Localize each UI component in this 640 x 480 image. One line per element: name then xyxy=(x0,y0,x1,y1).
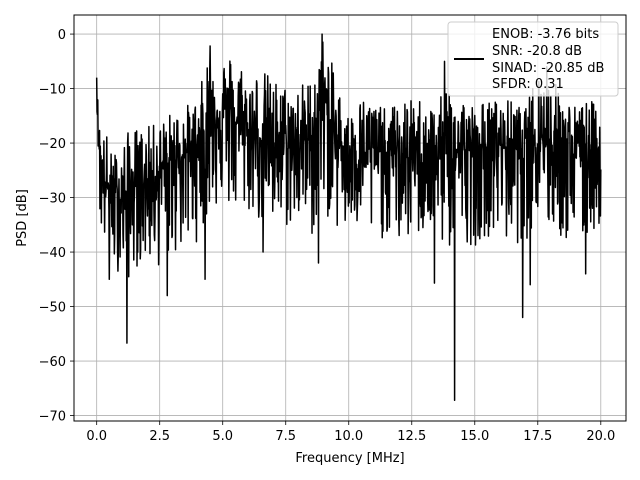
legend-line-snr: SNR: -20.8 dB xyxy=(492,44,582,59)
x-tick-label: 12.5 xyxy=(397,429,426,444)
y-axis-label: PSD [dB] xyxy=(15,189,30,247)
legend-line-sinad: SINAD: -20.85 dB xyxy=(492,61,604,76)
x-tick-label: 17.5 xyxy=(523,429,552,444)
x-tick-label: 7.5 xyxy=(275,429,296,444)
legend-line-sfdr: SFDR: 0.31 xyxy=(492,77,564,92)
legend-line-enob: ENOB: -3.76 bits xyxy=(492,27,599,42)
y-tick-label: 0 xyxy=(58,28,66,43)
x-tick-label: 20.0 xyxy=(586,429,615,444)
x-tick-label: 5.0 xyxy=(212,429,233,444)
y-tick-label: −40 xyxy=(39,246,66,261)
y-axis: 0 −10 −20 −30 −40 −50 −60 −70 xyxy=(39,28,74,425)
plot-frame xyxy=(73,14,627,422)
x-tick-label: 10.0 xyxy=(334,429,363,444)
y-tick-label: −10 xyxy=(39,83,66,98)
x-axis: 0.0 2.5 5.0 7.5 10.0 12.5 15.0 17.5 20.0 xyxy=(86,421,615,444)
y-tick-label: −30 xyxy=(39,192,66,207)
legend: ENOB: -3.76 bits SNR: -20.8 dB SINAD: -2… xyxy=(447,21,619,97)
y-tick-label: −60 xyxy=(39,355,66,370)
y-tick-label: −20 xyxy=(39,137,66,152)
x-tick-label: 15.0 xyxy=(460,429,489,444)
psd-line xyxy=(95,33,602,402)
x-axis-label: Frequency [MHz] xyxy=(295,451,404,466)
y-tick-label: −70 xyxy=(39,410,66,425)
y-tick-label: −50 xyxy=(39,301,66,316)
legend-box xyxy=(447,21,619,97)
x-tick-label: 0.0 xyxy=(86,429,107,444)
x-tick-label: 2.5 xyxy=(149,429,170,444)
series-psd xyxy=(95,33,602,402)
